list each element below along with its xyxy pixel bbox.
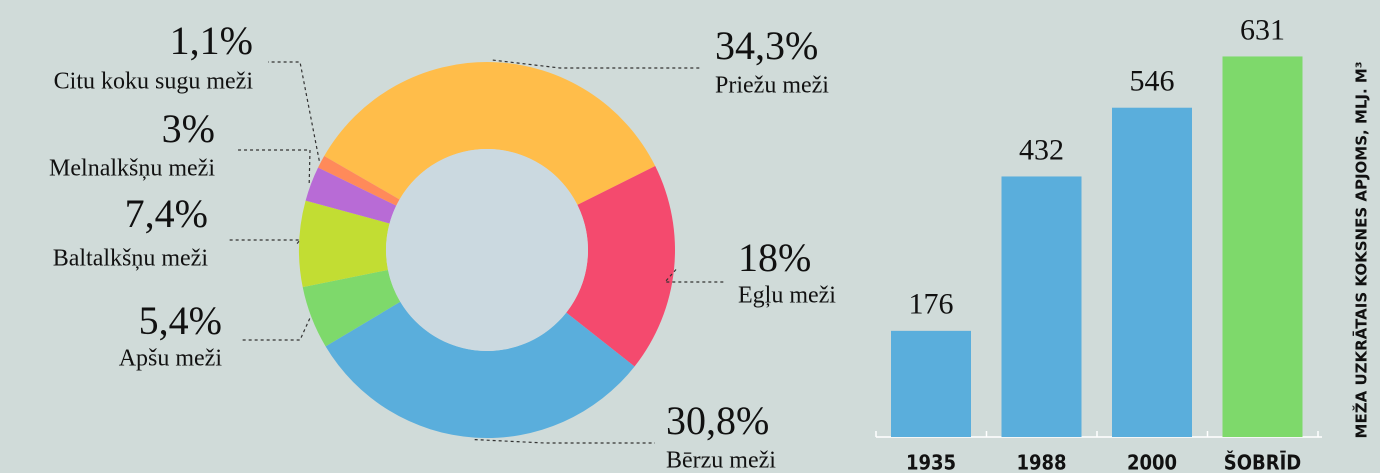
bar	[1222, 56, 1303, 437]
donut-hole	[386, 149, 588, 351]
data-label: 631	[1240, 13, 1285, 46]
y-axis-title: MEŽA UZKRĀTAIS KOKSNES APJOMS, MLJ. M³	[1351, 62, 1371, 439]
value-label: 34,3%	[715, 23, 818, 68]
leader-line	[268, 61, 320, 161]
data-label: 546	[1130, 65, 1175, 98]
donut-slice	[325, 301, 635, 438]
donut-slice	[566, 166, 675, 367]
value-label: 18%	[738, 235, 811, 280]
value-label: 3%	[162, 106, 215, 151]
donut-slice	[318, 156, 400, 206]
leader-line	[242, 318, 311, 341]
x-tick-label: 1935	[906, 451, 956, 473]
bar	[1112, 107, 1192, 437]
slice-label: Baltalkšņu meži	[53, 246, 209, 272]
donut-slice	[302, 269, 401, 347]
value-label: 1,1%	[170, 18, 253, 63]
x-tick-label: ŠOBRĪD	[1224, 451, 1301, 473]
bar	[1001, 176, 1082, 437]
donut-slice	[324, 61, 656, 205]
leader-line	[663, 269, 725, 283]
slice-label: Apšu meži	[119, 346, 223, 372]
leader-line	[492, 59, 700, 69]
data-label: 176	[909, 288, 954, 321]
slice-label: Priežu meži	[715, 73, 829, 99]
data-label: 432	[1019, 133, 1064, 166]
value-label: 5,4%	[139, 298, 222, 343]
donut-slice	[298, 200, 390, 288]
donut-slice	[305, 167, 397, 224]
slice-label: Melnalkšņu meži	[49, 156, 215, 182]
leader-line	[474, 439, 655, 444]
bar	[891, 330, 971, 437]
x-tick-label: 2000	[1127, 451, 1177, 473]
value-label: 30,8%	[666, 398, 769, 443]
x-tick-label: 1988	[1016, 451, 1066, 473]
leader-line	[228, 239, 302, 245]
slice-label: Citu koku sugu meži	[54, 69, 254, 95]
leader-line	[235, 149, 311, 184]
slice-label: Egļu meži	[738, 283, 836, 309]
slice-label: Bērzu meži	[666, 448, 776, 473]
value-label: 7,4%	[125, 191, 208, 236]
